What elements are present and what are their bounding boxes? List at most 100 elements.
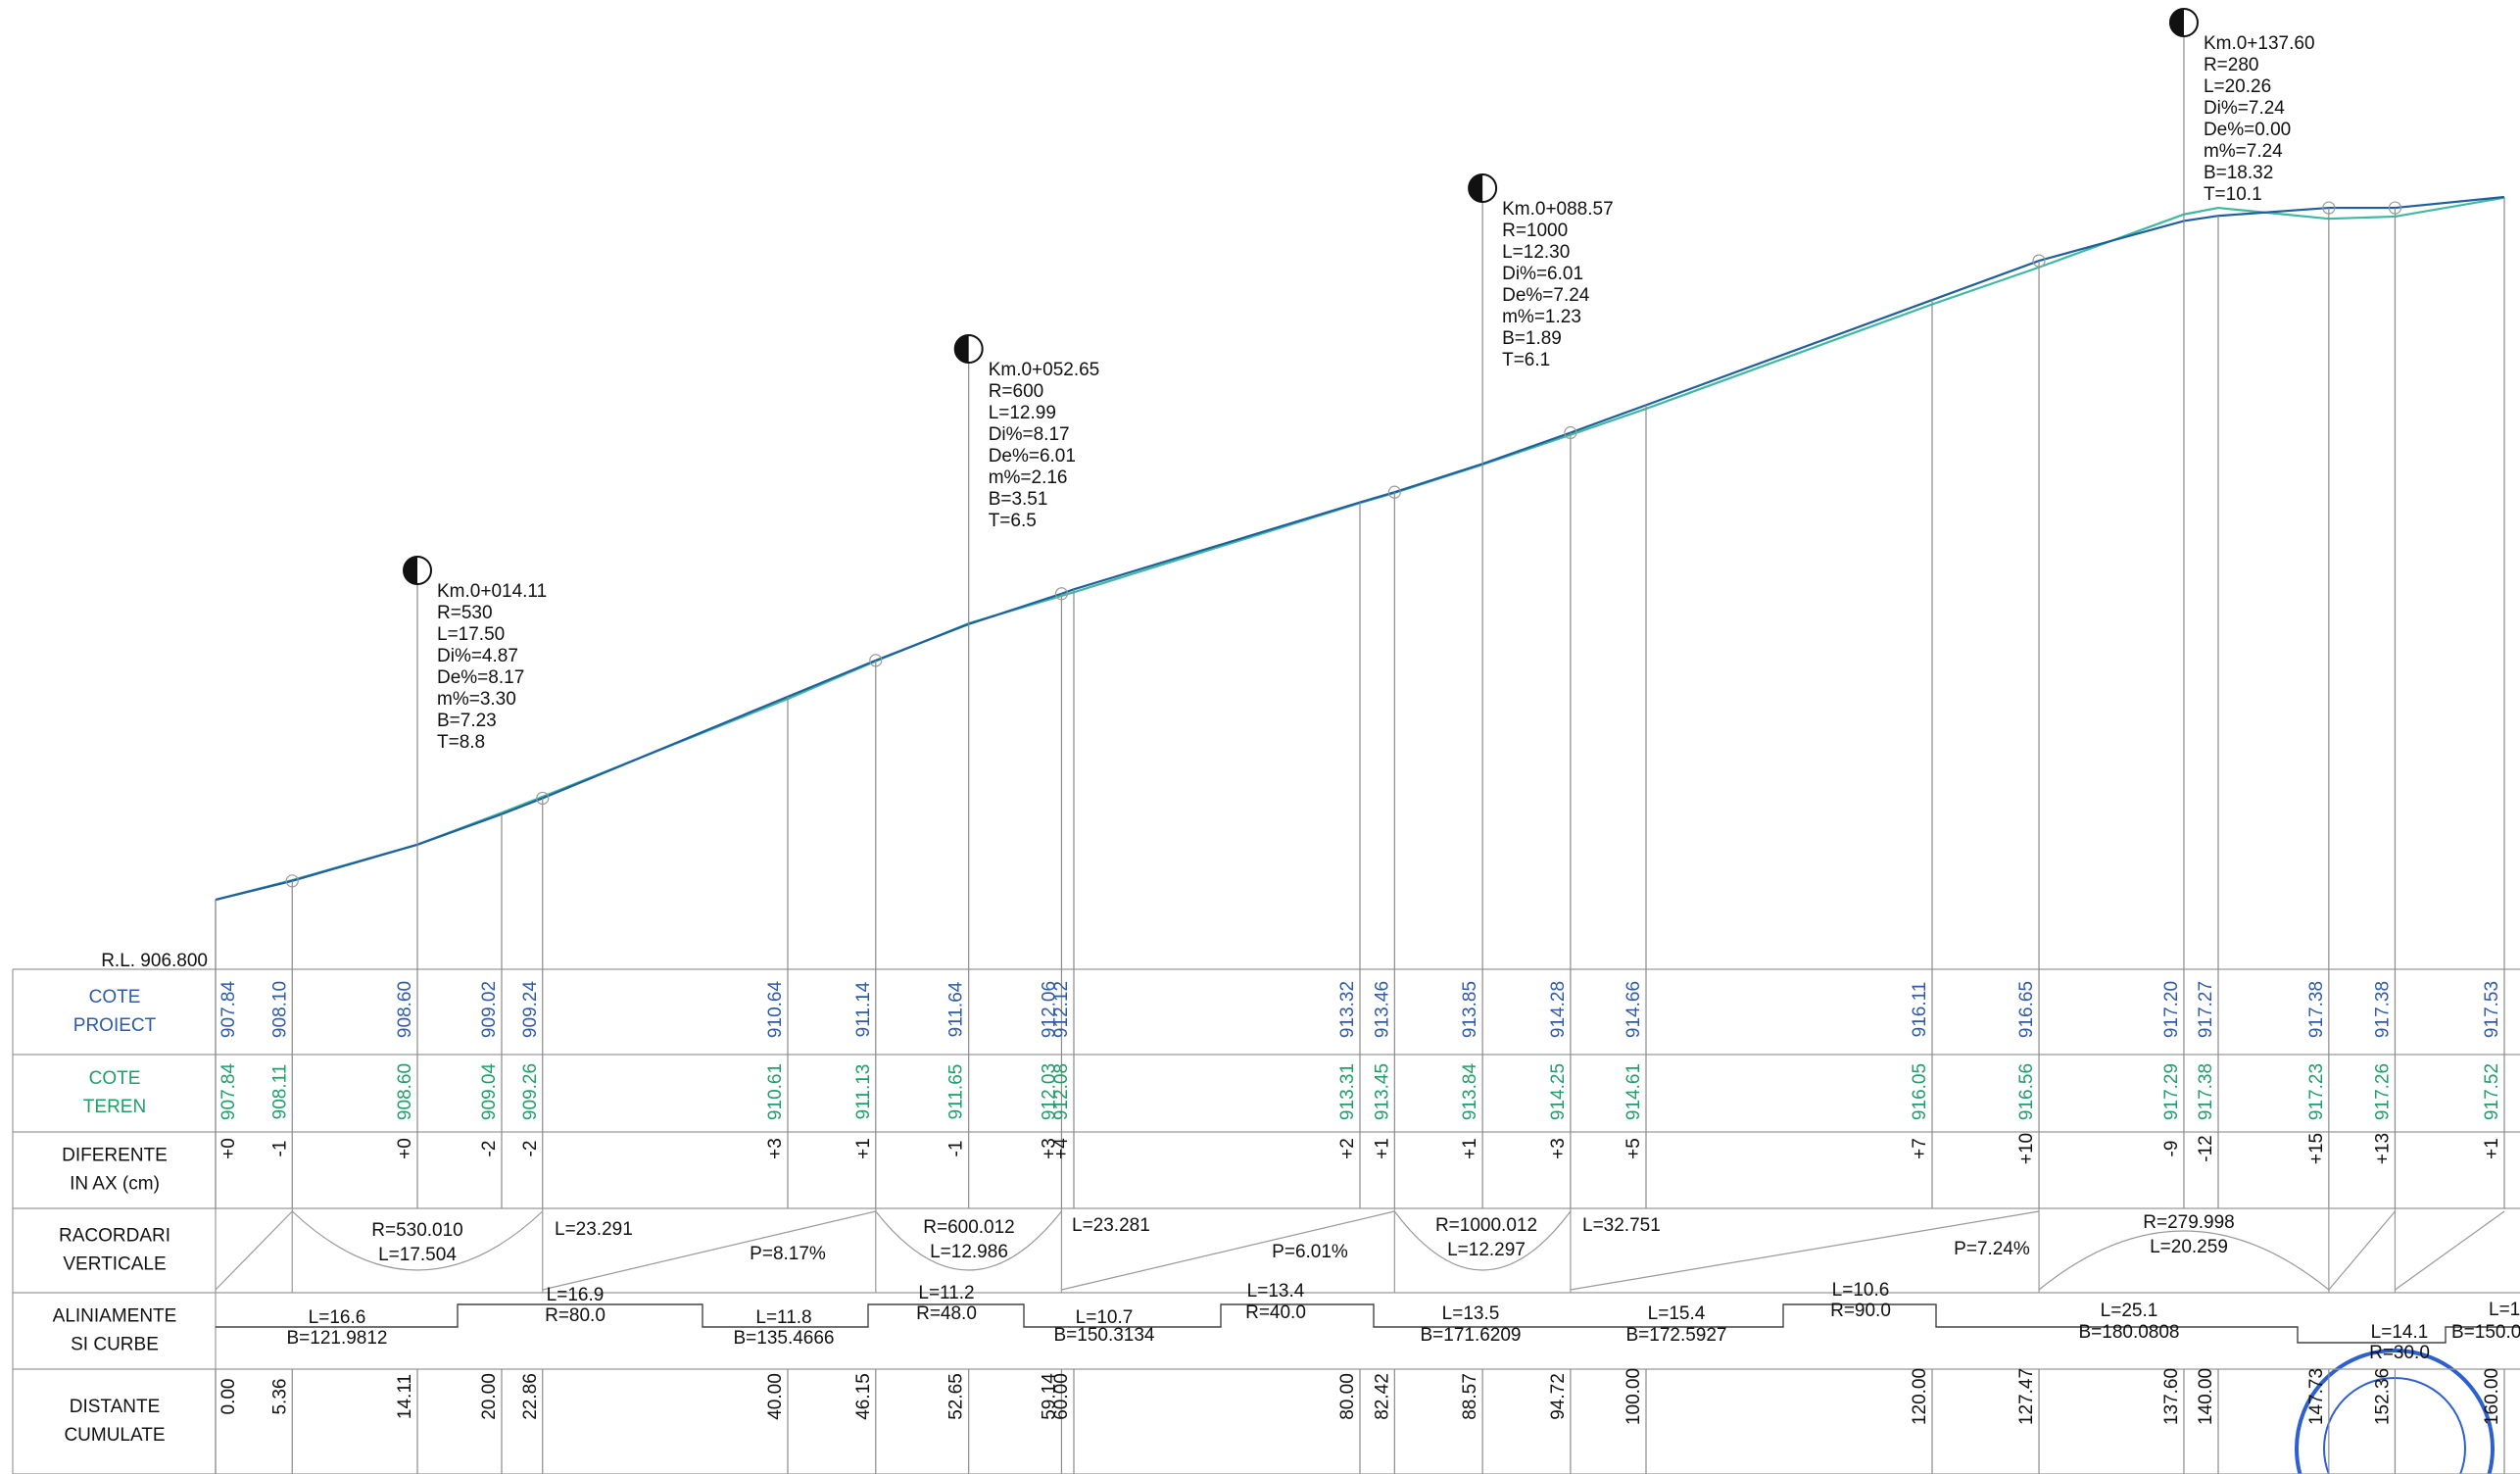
- terrain-elevation: 917.26: [2372, 1063, 2393, 1120]
- vertical-curve-label: L=23.281: [1072, 1215, 1150, 1236]
- terrain-elevation: 911.65: [946, 1064, 967, 1120]
- cumulative-distance: 127.47: [2016, 1368, 2037, 1425]
- design-elevation: 909.02: [479, 981, 500, 1038]
- terrain-elevation: 908.60: [395, 1063, 415, 1120]
- grade-line: [2328, 1210, 2396, 1291]
- axis-difference: +1: [853, 1138, 874, 1159]
- design-elevation: 916.11: [1910, 982, 1930, 1038]
- cumulative-distance: 152.36: [2372, 1368, 2393, 1425]
- cumulative-distance: 60.00: [1051, 1373, 1072, 1420]
- curve-parameter: Di%=4.87: [437, 646, 518, 666]
- design-elevation: 913.32: [1337, 981, 1358, 1038]
- axis-difference: +1: [1460, 1138, 1480, 1159]
- alignment-label: R=48.0: [916, 1303, 977, 1324]
- curve-parameter: R=1000: [1502, 221, 1568, 241]
- alignment-label: B=150.3134: [1053, 1325, 1154, 1346]
- alignment-label: B=172.5927: [1625, 1325, 1726, 1346]
- row-label: CUMULATE: [64, 1425, 165, 1446]
- row-label: TEREN: [83, 1097, 146, 1117]
- terrain-elevation: 907.84: [218, 1063, 239, 1121]
- axis-difference: +3: [1039, 1138, 1059, 1159]
- curve-parameter: B=7.23: [437, 711, 497, 731]
- vertical-curve-label: P=7.24%: [1954, 1239, 2030, 1259]
- curve-symbol-fill: [404, 557, 418, 584]
- cumulative-distance: 120.00: [1910, 1368, 1930, 1425]
- cumulative-distance: 14.11: [395, 1374, 415, 1419]
- terrain-elevation: 917.38: [2196, 1063, 2216, 1120]
- cumulative-distance: 137.60: [2161, 1368, 2182, 1425]
- tangent-point: [2322, 201, 2336, 215]
- row-label: DISTANTE: [70, 1397, 161, 1417]
- vertical-curve-label: R=530.010: [371, 1220, 463, 1241]
- design-elevation: 914.66: [1623, 981, 1644, 1038]
- alignment-label: L=10.7: [1076, 1307, 1134, 1328]
- curve-parameter: T=10.1: [2204, 184, 2262, 205]
- axis-difference: -2: [479, 1141, 500, 1157]
- row-label: SI CURBE: [71, 1335, 159, 1355]
- axis-difference: +15: [2306, 1133, 2327, 1164]
- vertical-curve-label: R=600.012: [923, 1217, 1015, 1238]
- axis-difference: +2: [1337, 1138, 1358, 1159]
- design-elevation: 912.06: [1039, 981, 1059, 1038]
- design-elevation: 917.53: [2482, 981, 2502, 1038]
- terrain-elevation: 911.13: [853, 1064, 874, 1120]
- axis-difference: +1: [1372, 1138, 1392, 1159]
- tangent-point: [1054, 587, 1069, 601]
- axis-difference: +3: [765, 1138, 786, 1159]
- curve-parameter: m%=3.30: [437, 689, 516, 710]
- cumulative-distance: 80.00: [1337, 1373, 1358, 1420]
- design-elevation: 917.38: [2306, 981, 2327, 1038]
- cumulative-distance: 52.65: [946, 1373, 967, 1420]
- cumulative-distance: 20.00: [479, 1373, 500, 1420]
- terrain-elevation: 914.25: [1548, 1063, 1569, 1120]
- grade-line: [1570, 1210, 2040, 1291]
- terrain-elevation: 909.26: [520, 1063, 541, 1120]
- vertical-curve-arc: [291, 1210, 544, 1271]
- alignment-label: B=171.6209: [1420, 1325, 1521, 1346]
- vertical-curve-label: R=279.998: [2143, 1212, 2235, 1233]
- cumulative-distance: 88.57: [1460, 1373, 1480, 1420]
- alignment-label: L=15.4: [1648, 1303, 1706, 1324]
- curve-parameter: L=20.26: [2204, 76, 2271, 97]
- row-label: RACORDARI: [59, 1226, 170, 1247]
- alignment-label: L=11.8: [755, 1307, 811, 1328]
- curve-parameter: De%=7.24: [1502, 285, 1590, 306]
- curve-parameter: Km.0+137.60: [2204, 33, 2315, 54]
- vertical-curve-label: L=12.297: [1447, 1240, 1526, 1260]
- design-line: [215, 195, 2505, 902]
- axis-difference: +7: [1910, 1138, 1930, 1159]
- cumulative-distance: 147.73: [2306, 1368, 2327, 1425]
- design-elevation: 913.46: [1372, 981, 1392, 1038]
- alignment-label: B=150.0: [2451, 1322, 2520, 1343]
- tangent-point: [2032, 254, 2046, 268]
- alignment-label: R=90.0: [1830, 1301, 1891, 1321]
- curve-parameter: L=12.99: [989, 403, 1056, 423]
- vertical-curve-label: R=1000.012: [1435, 1215, 1537, 1236]
- curve-parameter: m%=2.16: [989, 467, 1068, 488]
- row-label: VERTICALE: [63, 1254, 166, 1275]
- alignment-label: R=80.0: [545, 1305, 606, 1326]
- cumulative-distance: 140.00: [2196, 1368, 2216, 1425]
- terrain-elevation: 913.84: [1460, 1063, 1480, 1121]
- curve-parameter: m%=1.23: [1502, 307, 1581, 327]
- design-elevation: 912.12: [1051, 981, 1072, 1038]
- cumulative-distance: 94.72: [1548, 1373, 1569, 1420]
- cumulative-distance: 160.00: [2482, 1368, 2502, 1425]
- alignment-label: B=121.9812: [286, 1328, 387, 1349]
- alignment-label: L=16.9: [547, 1285, 605, 1305]
- alignment-line: [216, 1303, 2520, 1344]
- tangent-point: [285, 874, 299, 888]
- alignment-label: L=25.1: [2101, 1301, 2158, 1321]
- curve-parameter: Km.0+088.57: [1502, 199, 1614, 220]
- tangent-point: [536, 791, 550, 806]
- axis-difference: -12: [2196, 1135, 2216, 1161]
- grade-line: [542, 1210, 876, 1291]
- curve-parameter: Km.0+014.11: [437, 581, 547, 602]
- curve-parameter: Di%=8.17: [989, 424, 1070, 445]
- terrain-elevation: 917.23: [2306, 1063, 2327, 1120]
- design-elevation: 907.84: [218, 981, 239, 1039]
- axis-difference: -1: [269, 1141, 290, 1157]
- alignment-label: L=14.1: [2371, 1322, 2429, 1343]
